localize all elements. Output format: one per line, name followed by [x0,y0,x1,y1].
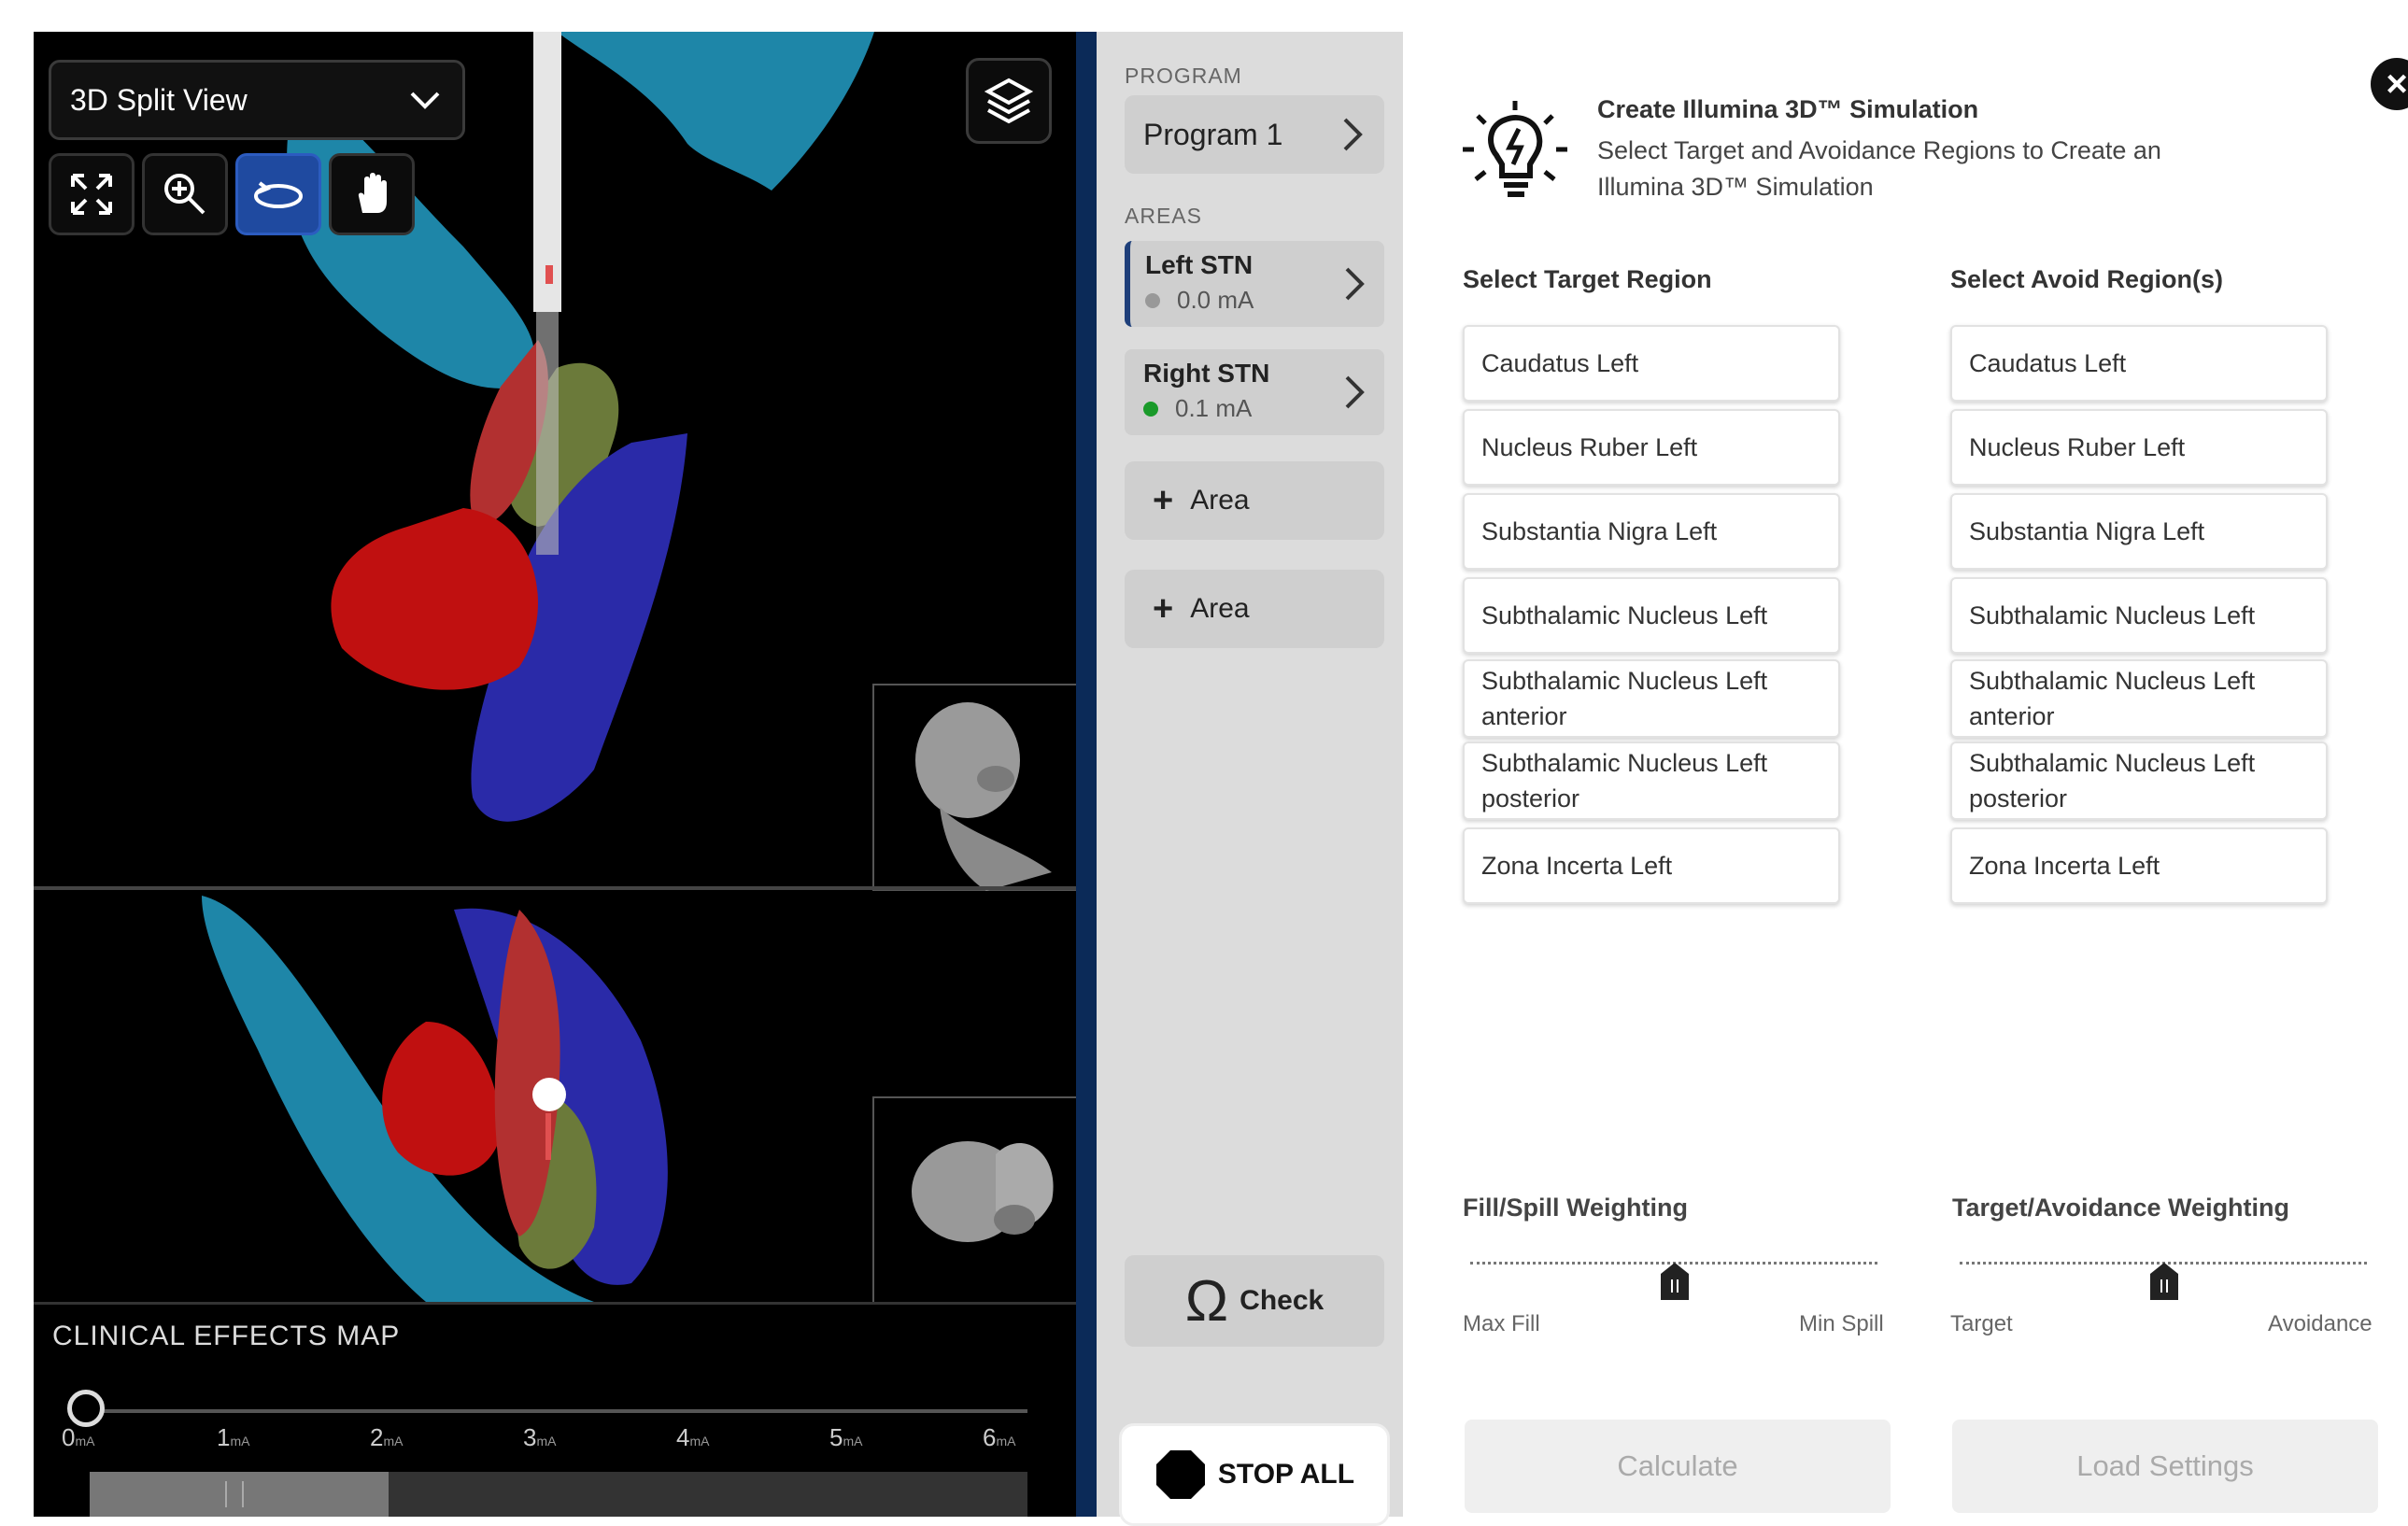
area-name: Right STN [1143,359,1270,388]
map-divider [34,1302,1076,1305]
view-mode-label: 3D Split View [70,82,248,117]
layers-button[interactable] [966,58,1052,144]
target-region-option[interactable]: Substantia Nigra Left [1463,493,1840,570]
omega-icon: Ω [1184,1268,1229,1334]
avoid-region-option[interactable]: Subthalamic Nucleus Left anterior [1950,659,2328,738]
amplitude-tick: 5mA [829,1423,863,1451]
target-region-option[interactable]: Nucleus Ruber Left [1463,409,1840,486]
target-region-option[interactable]: Subthalamic Nucleus Left posterior [1463,742,1840,820]
area-item-right-stn[interactable]: Right STN 0.1 mA [1125,349,1384,435]
close-button[interactable]: × [2371,58,2408,110]
view-mode-dropdown[interactable]: 3D Split View [49,60,465,140]
chevron-right-icon [1345,375,1365,409]
fit-to-screen-icon [71,174,112,215]
avoid-region-option[interactable]: Caudatus Left [1950,325,2328,402]
impedance-check-button[interactable]: Ω Check [1125,1255,1384,1347]
avoid-region-option[interactable]: Substantia Nigra Left [1950,493,2328,570]
areas-section-label: AREAS [1125,204,1202,228]
target-region-option[interactable]: Zona Incerta Left [1463,827,1840,904]
stop-icon [1155,1450,1205,1499]
area-item-left-stn[interactable]: Left STN 0.0 mA [1125,241,1384,327]
target-region-option[interactable]: Subthalamic Nucleus Left anterior [1463,659,1840,738]
view-divider [34,886,1076,890]
target-avoid-min-label: Target [1950,1311,2013,1336]
fill-spill-slider-thumb[interactable] [1659,1261,1691,1302]
3d-viewer[interactable]: 3D Split View [34,32,1076,1517]
status-dot [1143,401,1158,417]
close-icon: × [2386,63,2408,105]
panel-subtitle: Select Target and Avoidance Regions to C… [1597,136,2161,201]
chevron-right-icon [1345,267,1365,301]
target-avoid-slider-thumb[interactable] [2148,1261,2180,1302]
area-name: Left STN [1145,250,1254,279]
head-model-icon [912,1141,1054,1242]
chevron-down-icon [410,92,440,109]
avoid-region-option[interactable]: Zona Incerta Left [1950,827,2328,904]
stop-all-button[interactable]: STOP ALL [1119,1423,1390,1526]
rotate-button[interactable] [235,153,321,235]
rotate-icon [254,181,303,208]
amplitude-tick: 1mA [217,1423,250,1451]
amplitude-tick: 4mA [676,1423,710,1451]
target-avoid-max-label: Avoidance [2268,1311,2373,1336]
pan-hand-icon [358,173,387,213]
fill-spill-max-label: Min Spill [1799,1311,1884,1336]
grip-icon [225,1481,244,1507]
amplitude-slider-thumb[interactable] [67,1390,105,1427]
amplitude-tick: 6mA [983,1423,1016,1451]
target-avoid-slider[interactable] [1960,1262,2367,1265]
pan-button[interactable] [329,153,415,235]
area-amplitude: 0.0 mA [1145,286,1384,315]
panel-separator [1076,32,1097,1517]
target-avoid-label: Target/Avoidance Weighting [1952,1194,2290,1222]
zoom-icon [164,174,205,215]
clinical-effects-scrollbar[interactable] [90,1472,1027,1517]
amplitude-tick: 0mA [62,1423,95,1451]
head-orientation-inset-top [872,684,1076,891]
avoid-region-header: Select Avoid Region(s) [1950,265,2224,293]
program-sidebar: PROGRAM Program 1 AREAS Left STN 0.0 mA … [1097,32,1403,1526]
fill-spill-slider[interactable] [1470,1262,1877,1265]
program-selector[interactable]: Program 1 [1125,95,1384,174]
fit-to-screen-button[interactable] [49,153,135,235]
chevron-right-icon [1343,118,1363,151]
layers-icon [984,78,1034,124]
target-region-option[interactable]: Caudatus Left [1463,325,1840,402]
program-name: Program 1 [1143,117,1283,151]
scrollbar-thumb[interactable] [90,1472,389,1517]
target-region-option[interactable]: Subthalamic Nucleus Left [1463,577,1840,654]
head-model-icon [915,702,1052,891]
fill-spill-min-label: Max Fill [1463,1311,1540,1336]
amplitude-tick: 3mA [523,1423,557,1451]
panel-title: Create Illumina 3D™ Simulation [1597,95,1979,123]
avoid-region-option[interactable]: Nucleus Ruber Left [1950,409,2328,486]
clinical-effects-map-title: CLINICAL EFFECTS MAP [52,1321,401,1351]
amplitude-slider-track[interactable] [90,1409,1027,1413]
head-orientation-inset-bottom [872,1096,1076,1304]
brain-3d-scene[interactable] [34,32,1076,1517]
add-area-button[interactable]: + Area [1125,461,1384,540]
fill-spill-label: Fill/Spill Weighting [1463,1194,1688,1222]
calculate-button[interactable]: Calculate [1465,1420,1891,1513]
target-region-header: Select Target Region [1463,265,1712,293]
avoid-region-option[interactable]: Subthalamic Nucleus Left posterior [1950,742,2328,820]
load-settings-button[interactable]: Load Settings [1952,1420,2378,1513]
amplitude-tick: 2mA [370,1423,404,1451]
area-amplitude: 0.1 mA [1143,394,1384,423]
program-section-label: PROGRAM [1125,64,1242,88]
simulation-panel: × Create Illumina 3D™ Simulation Select … [1403,32,2408,1517]
avoid-region-option[interactable]: Subthalamic Nucleus Left [1950,577,2328,654]
status-dot [1145,292,1160,308]
zoom-button[interactable] [142,153,228,235]
lightbulb-icon [1463,101,1567,197]
plus-icon: + [1153,480,1174,520]
add-area-button[interactable]: + Area [1125,570,1384,648]
plus-icon: + [1153,588,1174,629]
